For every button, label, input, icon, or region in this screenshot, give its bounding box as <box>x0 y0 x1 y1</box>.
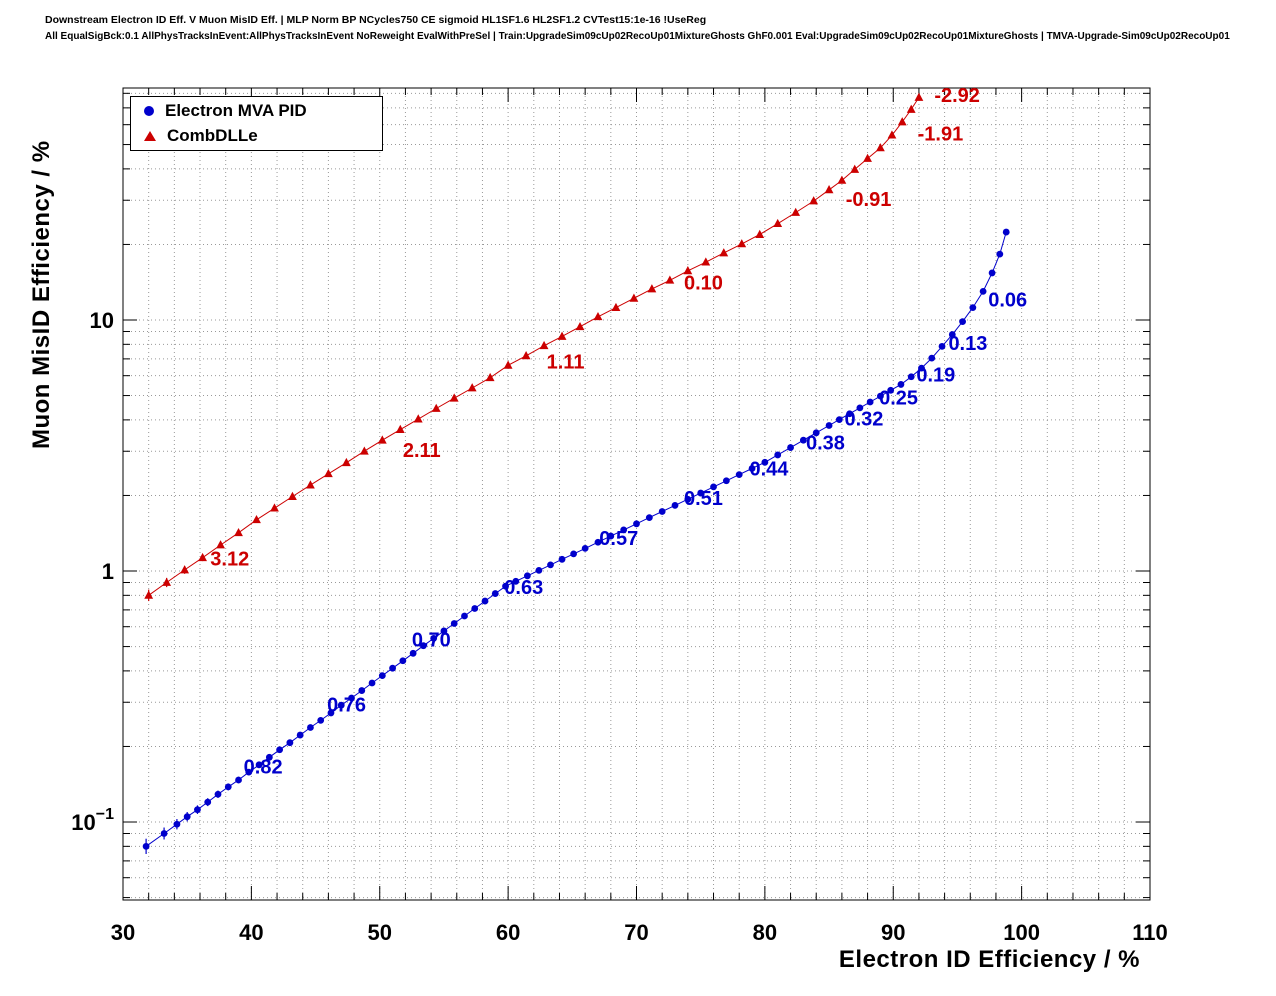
svg-text:0.38: 0.38 <box>806 432 845 454</box>
svg-text:10−1: 10−1 <box>71 806 114 835</box>
svg-text:3.12: 3.12 <box>210 549 249 571</box>
legend-label-combdlle: CombDLLe <box>167 125 258 145</box>
svg-text:0.10: 0.10 <box>684 273 723 295</box>
legend-entry-combdlle: CombDLLe <box>131 126 382 146</box>
svg-text:0.44: 0.44 <box>749 459 789 481</box>
circle-marker-icon <box>144 106 154 117</box>
plot-title-line1: Downstream Electron ID Eff. V Muon MisID… <box>45 14 707 26</box>
svg-text:0.25: 0.25 <box>879 388 918 410</box>
svg-text:0.63: 0.63 <box>504 577 543 599</box>
svg-text:50: 50 <box>368 920 392 945</box>
svg-text:80: 80 <box>753 920 777 945</box>
svg-text:1: 1 <box>102 559 114 584</box>
svg-text:0.06: 0.06 <box>988 290 1027 312</box>
svg-text:0.13: 0.13 <box>948 333 987 355</box>
x-axis-title: Electron ID Efficiency / % <box>838 946 1140 973</box>
svg-text:2.11: 2.11 <box>403 440 441 462</box>
legend: Electron MVA PID CombDLLe <box>130 96 383 151</box>
svg-text:0.51: 0.51 <box>684 488 723 510</box>
svg-text:1.11: 1.11 <box>547 352 585 374</box>
svg-text:0.70: 0.70 <box>412 630 451 652</box>
triangle-marker-icon <box>144 130 156 141</box>
y-axis-title: Muon MisID Efficiency / % <box>28 140 55 449</box>
svg-text:0.19: 0.19 <box>916 364 955 386</box>
svg-text:-2.92: -2.92 <box>934 85 980 107</box>
svg-text:30: 30 <box>111 920 135 945</box>
svg-text:60: 60 <box>496 920 520 945</box>
svg-text:0.82: 0.82 <box>244 757 283 779</box>
svg-text:0.32: 0.32 <box>844 408 883 430</box>
svg-text:10: 10 <box>90 308 114 333</box>
svg-text:100: 100 <box>1003 920 1040 945</box>
svg-text:-1.91: -1.91 <box>918 123 964 145</box>
svg-text:0.76: 0.76 <box>327 695 366 717</box>
legend-label-mva: Electron MVA PID <box>165 101 307 121</box>
plot-title-line2: All EqualSigBck:0.1 AllPhysTracksInEvent… <box>45 31 1230 42</box>
svg-text:-0.91: -0.91 <box>846 189 892 211</box>
svg-text:0.57: 0.57 <box>599 528 638 550</box>
svg-text:70: 70 <box>624 920 648 945</box>
svg-text:110: 110 <box>1132 920 1168 945</box>
svg-text:90: 90 <box>881 920 905 945</box>
legend-entry-mva: Electron MVA PID <box>131 101 382 121</box>
svg-text:40: 40 <box>239 920 263 945</box>
